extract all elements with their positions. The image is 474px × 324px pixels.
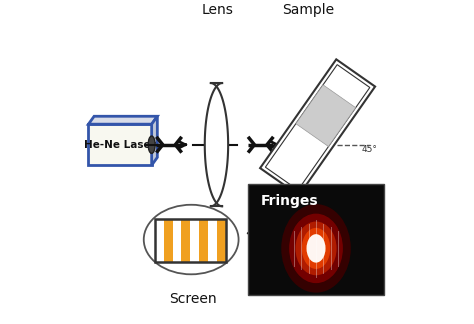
Ellipse shape — [295, 222, 337, 275]
Bar — [155, 219, 226, 262]
Bar — [199, 219, 208, 262]
Text: Fringes: Fringes — [261, 194, 319, 208]
Ellipse shape — [302, 228, 330, 269]
Ellipse shape — [307, 234, 326, 263]
Polygon shape — [265, 64, 370, 190]
Ellipse shape — [281, 204, 351, 293]
Text: Sample: Sample — [282, 3, 334, 17]
Ellipse shape — [289, 214, 343, 283]
Bar — [173, 219, 182, 262]
Text: Lens: Lens — [202, 3, 234, 17]
Bar — [164, 219, 173, 262]
Ellipse shape — [148, 136, 155, 153]
Bar — [208, 219, 217, 262]
Bar — [191, 219, 199, 262]
Text: He-Ne Laser: He-Ne Laser — [84, 140, 156, 150]
Bar — [155, 219, 226, 262]
Polygon shape — [89, 116, 157, 124]
Bar — [217, 219, 226, 262]
Bar — [89, 124, 152, 165]
Text: Screen: Screen — [169, 292, 217, 306]
Polygon shape — [152, 116, 157, 165]
Bar — [182, 219, 191, 262]
Bar — [248, 184, 384, 295]
Ellipse shape — [144, 205, 238, 274]
Polygon shape — [205, 83, 228, 206]
Polygon shape — [260, 59, 375, 195]
Ellipse shape — [307, 234, 326, 263]
Bar — [155, 219, 164, 262]
Text: 45°: 45° — [362, 145, 378, 154]
Polygon shape — [296, 85, 356, 146]
